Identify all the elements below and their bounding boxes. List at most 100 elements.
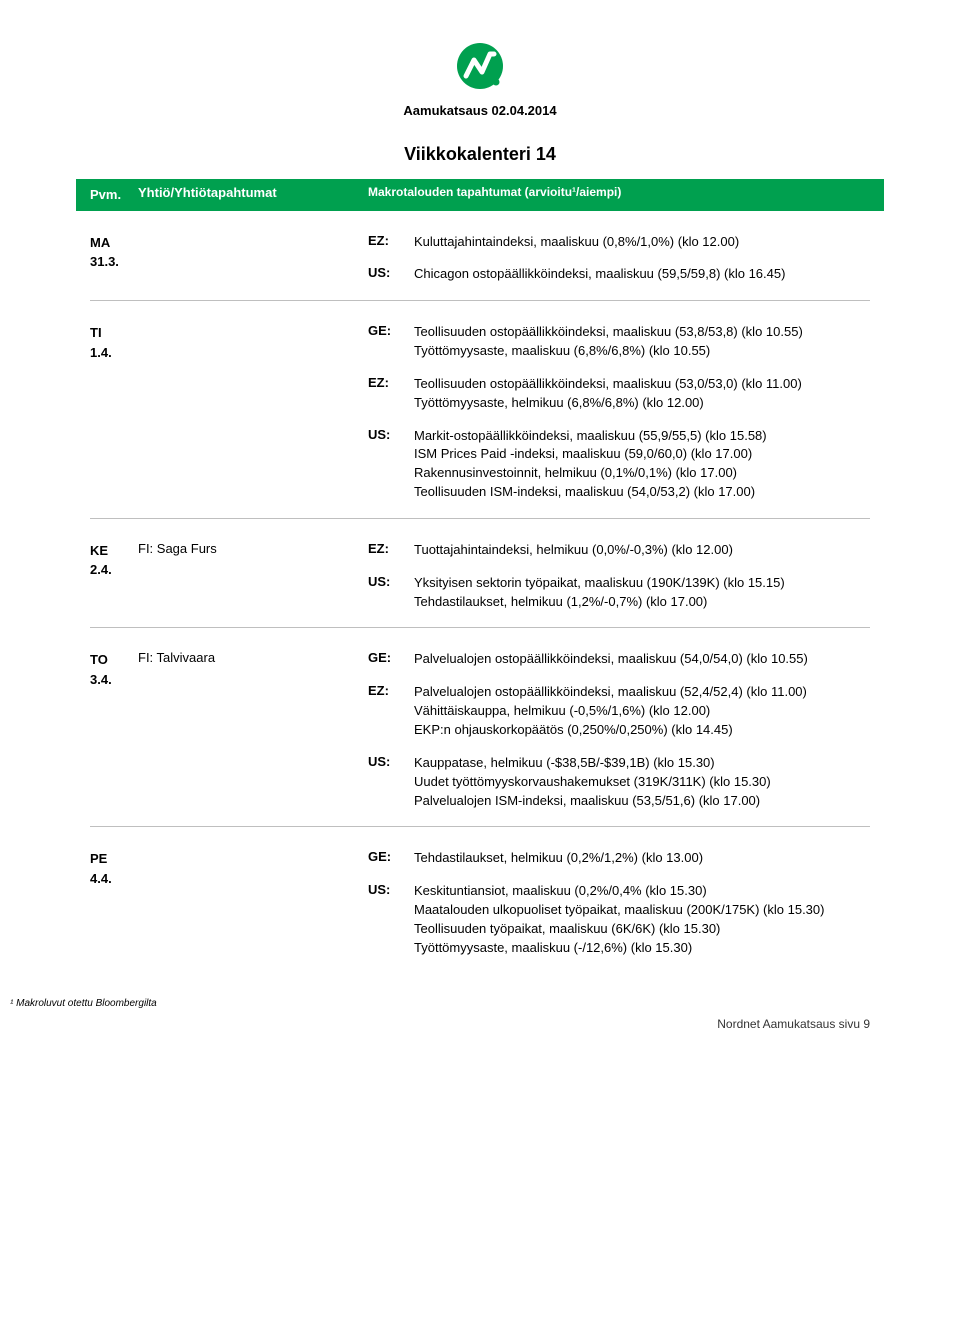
macro-country-code: GE: xyxy=(368,849,414,868)
macro-line: Kauppatase, helmikuu (-$38,5B/-$39,1B) (… xyxy=(414,754,870,773)
macro-line: Työttömyysaste, maaliskuu (6,8%/6,8%) (k… xyxy=(414,342,870,361)
macro-country-code: GE: xyxy=(368,650,414,669)
company-cell xyxy=(138,849,368,957)
macro-country-code: US: xyxy=(368,754,414,811)
macro-line: Tehdastilaukset, helmikuu (0,2%/1,2%) (k… xyxy=(414,849,870,868)
company-cell: FI: Talvivaara xyxy=(138,650,368,810)
macro-line: Rakennusinvestoinnit, helmikuu (0,1%/0,1… xyxy=(414,464,870,483)
day-date: MA31.3. xyxy=(90,233,138,285)
macro-cell: GE:Palvelualojen ostopäällikköindeksi, m… xyxy=(368,650,870,810)
doc-title: Aamukatsaus 02.04.2014 xyxy=(90,103,870,118)
day-num: 31.3. xyxy=(90,252,138,272)
macro-lines: Keskituntiansiot, maaliskuu (0,2%/0,4% (… xyxy=(414,882,870,957)
footnote: ¹ Makroluvut otettu Bloombergilta xyxy=(10,998,870,1009)
macro-country-code: US: xyxy=(368,427,414,502)
week-title: Viikkokalenteri 14 xyxy=(90,144,870,165)
macro-line: Vähittäiskauppa, helmikuu (-0,5%/1,6%) (… xyxy=(414,702,870,721)
footer-page: Nordnet Aamukatsaus sivu 9 xyxy=(90,1017,870,1031)
day-num: 3.4. xyxy=(90,670,138,690)
macro-line: ISM Prices Paid -indeksi, maaliskuu (59,… xyxy=(414,445,870,464)
company-cell xyxy=(138,233,368,285)
macro-lines: Yksityisen sektorin työpaikat, maaliskuu… xyxy=(414,574,870,612)
macro-line: EKP:n ohjauskorkopäätös (0,250%/0,250%) … xyxy=(414,721,870,740)
day-row: PE4.4. GE:Tehdastilaukset, helmikuu (0,2%… xyxy=(90,827,870,973)
day-row: TI1.4. GE:Teollisuuden ostopäällikköindek… xyxy=(90,301,870,519)
macro-line: Tuottajahintaindeksi, helmikuu (0,0%/-0,… xyxy=(414,541,870,560)
macro-country-code: EZ: xyxy=(368,683,414,740)
header-date: Pvm. xyxy=(90,179,138,211)
macro-block: GE:Tehdastilaukset, helmikuu (0,2%/1,2%)… xyxy=(368,849,870,868)
day-row: KE2.4.FI: Saga FursEZ:Tuottajahintaindek… xyxy=(90,519,870,629)
macro-lines: Kauppatase, helmikuu (-$38,5B/-$39,1B) (… xyxy=(414,754,870,811)
macro-country-code: US: xyxy=(368,574,414,612)
macro-lines: Chicagon ostopäällikköindeksi, maaliskuu… xyxy=(414,265,870,284)
macro-block: US:Chicagon ostopäällikköindeksi, maalis… xyxy=(368,265,870,284)
macro-line: Teollisuuden työpaikat, maaliskuu (6K/6K… xyxy=(414,920,870,939)
day-num: 2.4. xyxy=(90,560,138,580)
macro-line: Työttömyysaste, helmikuu (6,8%/6,8%) (kl… xyxy=(414,394,870,413)
day-date: TO3.4. xyxy=(90,650,138,810)
macro-line: Palvelualojen ostopäällikköindeksi, maal… xyxy=(414,650,870,669)
macro-country-code: EZ: xyxy=(368,375,414,413)
macro-country-code: US: xyxy=(368,882,414,957)
macro-line: Markit-ostopäällikköindeksi, maaliskuu (… xyxy=(414,427,870,446)
macro-block: EZ:Palvelualojen ostopäällikköindeksi, m… xyxy=(368,683,870,740)
day-abbr: TI xyxy=(90,323,138,343)
macro-block: US:Keskituntiansiot, maaliskuu (0,2%/0,4… xyxy=(368,882,870,957)
day-abbr: PE xyxy=(90,849,138,869)
macro-lines: Teollisuuden ostopäällikköindeksi, maali… xyxy=(414,375,870,413)
macro-lines: Teollisuuden ostopäällikköindeksi, maali… xyxy=(414,323,870,361)
macro-line: Tehdastilaukset, helmikuu (1,2%/-0,7%) (… xyxy=(414,593,870,612)
macro-lines: Markit-ostopäällikköindeksi, maaliskuu (… xyxy=(414,427,870,502)
macro-country-code: GE: xyxy=(368,323,414,361)
macro-block: US:Yksityisen sektorin työpaikat, maalis… xyxy=(368,574,870,612)
day-num: 1.4. xyxy=(90,343,138,363)
macro-line: Palvelualojen ISM-indeksi, maaliskuu (53… xyxy=(414,792,870,811)
day-abbr: MA xyxy=(90,233,138,253)
macro-line: Kuluttajahintaindeksi, maaliskuu (0,8%/1… xyxy=(414,233,870,252)
day-num: 4.4. xyxy=(90,869,138,889)
macro-block: EZ:Tuottajahintaindeksi, helmikuu (0,0%/… xyxy=(368,541,870,560)
header-company: Yhtiö/Yhtiötapahtumat xyxy=(138,179,368,211)
logo xyxy=(90,40,870,95)
macro-lines: Tehdastilaukset, helmikuu (0,2%/1,2%) (k… xyxy=(414,849,870,868)
day-date: KE2.4. xyxy=(90,541,138,612)
macro-block: GE:Palvelualojen ostopäällikköindeksi, m… xyxy=(368,650,870,669)
macro-block: US:Kauppatase, helmikuu (-$38,5B/-$39,1B… xyxy=(368,754,870,811)
day-abbr: KE xyxy=(90,541,138,561)
table-header: Pvm. Yhtiö/Yhtiötapahtumat Makrotalouden… xyxy=(76,179,884,211)
header-macro: Makrotalouden tapahtumat (arvioitu¹/aiem… xyxy=(368,179,884,211)
nordnet-logo-icon xyxy=(454,40,506,92)
macro-line: Yksityisen sektorin työpaikat, maaliskuu… xyxy=(414,574,870,593)
macro-cell: EZ:Kuluttajahintaindeksi, maaliskuu (0,8… xyxy=(368,233,870,285)
macro-block: US:Markit-ostopäällikköindeksi, maalisku… xyxy=(368,427,870,502)
macro-line: Chicagon ostopäällikköindeksi, maaliskuu… xyxy=(414,265,870,284)
macro-line: Uudet työttömyyskorvaushakemukset (319K/… xyxy=(414,773,870,792)
macro-country-code: EZ: xyxy=(368,541,414,560)
macro-lines: Palvelualojen ostopäällikköindeksi, maal… xyxy=(414,683,870,740)
day-row: TO3.4.FI: TalvivaaraGE:Palvelualojen ost… xyxy=(90,628,870,827)
company-cell: FI: Saga Furs xyxy=(138,541,368,612)
macro-lines: Kuluttajahintaindeksi, maaliskuu (0,8%/1… xyxy=(414,233,870,252)
day-abbr: TO xyxy=(90,650,138,670)
macro-line: Teollisuuden ISM-indeksi, maaliskuu (54,… xyxy=(414,483,870,502)
macro-lines: Palvelualojen ostopäällikköindeksi, maal… xyxy=(414,650,870,669)
macro-block: EZ:Kuluttajahintaindeksi, maaliskuu (0,8… xyxy=(368,233,870,252)
macro-line: Palvelualojen ostopäällikköindeksi, maal… xyxy=(414,683,870,702)
macro-block: GE:Teollisuuden ostopäällikköindeksi, ma… xyxy=(368,323,870,361)
macro-line: Maatalouden ulkopuoliset työpaikat, maal… xyxy=(414,901,870,920)
macro-line: Työttömyysaste, maaliskuu (-/12,6%) (klo… xyxy=(414,939,870,958)
macro-lines: Tuottajahintaindeksi, helmikuu (0,0%/-0,… xyxy=(414,541,870,560)
day-date: PE4.4. xyxy=(90,849,138,957)
macro-line: Keskituntiansiot, maaliskuu (0,2%/0,4% (… xyxy=(414,882,870,901)
company-cell xyxy=(138,323,368,502)
macro-block: EZ:Teollisuuden ostopäällikköindeksi, ma… xyxy=(368,375,870,413)
macro-country-code: EZ: xyxy=(368,233,414,252)
macro-country-code: US: xyxy=(368,265,414,284)
macro-cell: GE:Tehdastilaukset, helmikuu (0,2%/1,2%)… xyxy=(368,849,870,957)
macro-cell: EZ:Tuottajahintaindeksi, helmikuu (0,0%/… xyxy=(368,541,870,612)
day-row: MA31.3. EZ:Kuluttajahintaindeksi, maalisk… xyxy=(90,211,870,302)
day-date: TI1.4. xyxy=(90,323,138,502)
macro-line: Teollisuuden ostopäällikköindeksi, maali… xyxy=(414,375,870,394)
macro-cell: GE:Teollisuuden ostopäällikköindeksi, ma… xyxy=(368,323,870,502)
